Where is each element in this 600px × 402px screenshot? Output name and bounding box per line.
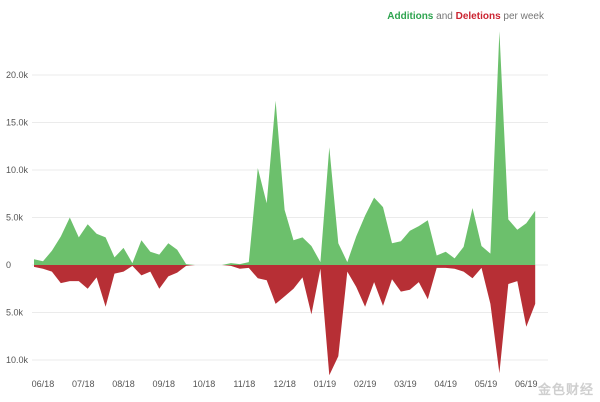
x-tick-label: 11/18 bbox=[233, 379, 255, 389]
y-tick-label: 10.0k bbox=[6, 355, 29, 365]
y-tick-label: 5.0k bbox=[6, 213, 24, 223]
x-tick-label: 03/19 bbox=[394, 379, 417, 389]
x-tick-label: 01/19 bbox=[314, 379, 337, 389]
x-tick-label: 02/19 bbox=[354, 379, 377, 389]
watermark: 金色财经 bbox=[537, 382, 594, 397]
legend-and: and bbox=[436, 11, 453, 22]
x-tick-label: 04/19 bbox=[434, 379, 457, 389]
deletions-area bbox=[34, 265, 536, 376]
x-tick-label: 10/18 bbox=[193, 379, 216, 389]
chart-legend-title: Additions and Deletions per week bbox=[387, 11, 544, 22]
y-tick-label: 20.0k bbox=[6, 70, 29, 80]
x-tick-label: 09/18 bbox=[153, 379, 176, 389]
y-tick-label: 0 bbox=[6, 260, 11, 270]
x-tick-label: 12/18 bbox=[273, 379, 296, 389]
legend-deletions: Deletions bbox=[455, 11, 501, 22]
x-tick-label: 05/19 bbox=[475, 379, 498, 389]
legend-suffix: per week bbox=[503, 11, 544, 22]
x-tick-label: 06/18 bbox=[32, 379, 55, 389]
y-tick-label: 15.0k bbox=[6, 118, 29, 128]
legend-additions: Additions bbox=[387, 11, 434, 22]
y-tick-label: 10.0k bbox=[6, 165, 29, 175]
x-tick-label: 08/18 bbox=[112, 379, 135, 389]
x-tick-label: 07/18 bbox=[72, 379, 95, 389]
additions-area bbox=[34, 31, 536, 265]
y-tick-label: 5.0k bbox=[6, 308, 24, 318]
x-tick-label: 06/19 bbox=[515, 379, 538, 389]
